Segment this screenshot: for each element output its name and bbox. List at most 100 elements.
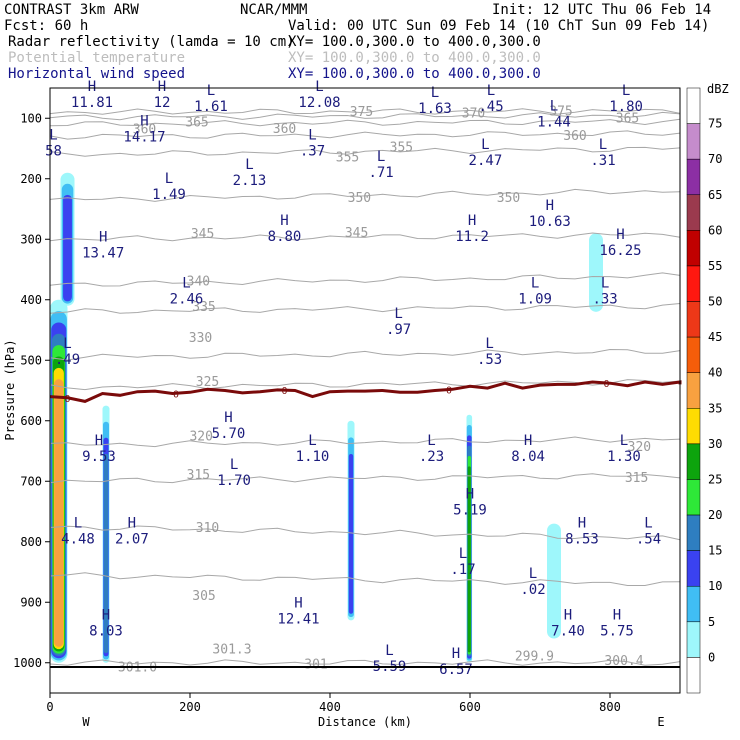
extremum-letter: L [550, 98, 558, 114]
east-label: E [657, 715, 664, 729]
theta-label: 305 [192, 589, 215, 604]
colorbar-unit: dBZ [707, 82, 729, 96]
extremum-letter: L [427, 433, 435, 449]
theta-label: 330 [189, 331, 212, 346]
extremum-letter: L [165, 171, 173, 187]
plot-area: 360 365 360 375 370 375 365 360 355 355 350 345 345 3… [3, 79, 682, 729]
fcst-label: Fcst: 60 h [4, 18, 88, 34]
y-tick-label: 500 [20, 353, 42, 367]
extremum-value: 5.75 [600, 624, 634, 640]
theta-label: 360 [273, 122, 296, 137]
extremum-value: 14.17 [123, 129, 165, 145]
extremum-letter: L [487, 83, 495, 99]
colorbar-swatch [686, 621, 701, 658]
theta-line [49, 303, 681, 314]
field-xy: XY= 100.0,300.0 to 400.0,300.0 [288, 66, 541, 82]
extremum-letter: L [207, 83, 215, 99]
extremum-letter: L [385, 643, 393, 659]
field-label: Horizontal wind speed [8, 66, 185, 82]
theta-label: 365 [185, 115, 208, 130]
colorbar-label: 50 [708, 295, 722, 309]
colorbar-label: 40 [708, 366, 722, 380]
colorbar-label: 75 [708, 117, 722, 131]
isotherm-label: 0 [603, 379, 609, 390]
y-tick-label: 400 [20, 293, 42, 307]
colorbar-label: 5 [708, 615, 715, 629]
extremum-letter: H [128, 516, 136, 532]
west-label: W [82, 715, 90, 729]
colorbar: dBZ 0 5 10 15 20 25 30 35 40 45 50 55 60 65 70 75 [686, 82, 729, 694]
y-tick-label: 600 [20, 414, 42, 428]
colorbar-swatch [686, 123, 701, 160]
y-tick-label: 900 [20, 595, 42, 609]
colorbar-label: 70 [708, 152, 722, 166]
extremum-letter: H [468, 213, 476, 229]
extremum-letter: L [459, 546, 467, 562]
extremum-value: .31 [590, 153, 615, 169]
theta-label: 299.9 [515, 650, 554, 665]
extremum-letter: L [394, 306, 402, 322]
valid-label: Valid: 00 UTC Sun 09 Feb 14 (10 ChT Sun … [288, 18, 709, 34]
field-legend: Radar reflectivity (lamda = 10 cm)XY= 10… [8, 34, 541, 82]
x-tick-label: 400 [319, 700, 341, 714]
extremum-letter: L [63, 336, 71, 352]
colorbar-swatch [686, 443, 701, 480]
isotherm-label: 0 [64, 394, 70, 405]
theta-label: 360 [563, 129, 586, 144]
field-label: Potential temperature [8, 50, 185, 66]
theta-line [49, 111, 681, 121]
zero-isotherm: 0 0 0 0 0 [49, 379, 682, 405]
extremum-value: 8.04 [511, 449, 545, 465]
colorbar-swatch [686, 301, 701, 338]
extremum-value: 2.47 [469, 153, 503, 169]
theta-line [49, 118, 681, 127]
theta-line [49, 232, 681, 242]
extremum-value: 8.80 [268, 229, 302, 245]
extremum-letter: H [564, 608, 572, 624]
extremum-letter: H [88, 79, 96, 95]
extremum-value: .37 [300, 143, 325, 159]
colorbar-swatch [686, 265, 701, 302]
theta-label: 360 [133, 123, 156, 138]
extremum-value: 1.10 [296, 449, 330, 465]
extremum-letter: L [308, 433, 316, 449]
theta-line [49, 525, 681, 541]
extremum-letter: H [616, 227, 624, 243]
extremum-value: 10.63 [529, 214, 571, 230]
extremum-value: 4.48 [61, 532, 95, 548]
colorbar-swatch [686, 585, 701, 623]
colorbar-label: 25 [708, 472, 722, 486]
extremum-letter: L [182, 276, 190, 292]
extremum-letter: L [74, 516, 82, 532]
y-axis-label: Pressure (hPa) [3, 339, 17, 440]
extremum-letter: L [620, 433, 628, 449]
extremum-value: 8.03 [89, 624, 123, 640]
colorbar-label: 35 [708, 401, 722, 415]
extremum-value: 9.53 [82, 449, 116, 465]
y-tick-label: 800 [20, 535, 42, 549]
extremum-value: .71 [368, 165, 393, 181]
extremum-value: 11.2 [455, 229, 489, 245]
reflectivity-cell [54, 379, 64, 647]
extremum-letter: H [466, 487, 474, 503]
colorbar-swatch [686, 479, 701, 516]
theta-line [49, 146, 681, 157]
extremum-letter: H [524, 433, 532, 449]
extremum-value: 1.30 [607, 449, 641, 465]
extremum-letter: H [280, 213, 288, 229]
extremum-letter: H [613, 608, 621, 624]
y-axis: 100 200 300 400 500 600 700 800 900 1000 [13, 111, 50, 670]
colorbar-swatch [686, 158, 701, 196]
theta-label: 301 [304, 658, 327, 673]
extremum-letter: L [531, 276, 539, 292]
extremum-value: 16.25 [599, 243, 641, 259]
theta-label: 345 [345, 226, 368, 241]
x-tick-label: 200 [179, 700, 201, 714]
reflectivity-cell [103, 453, 109, 654]
init-label: Init: 12 UTC Thu 06 Feb 14 [492, 2, 711, 18]
theta-line [49, 473, 681, 484]
theta-line [49, 348, 681, 361]
theta-label: 320 [628, 440, 651, 455]
colorbar-swatch [686, 336, 701, 373]
theta-line [49, 188, 681, 202]
